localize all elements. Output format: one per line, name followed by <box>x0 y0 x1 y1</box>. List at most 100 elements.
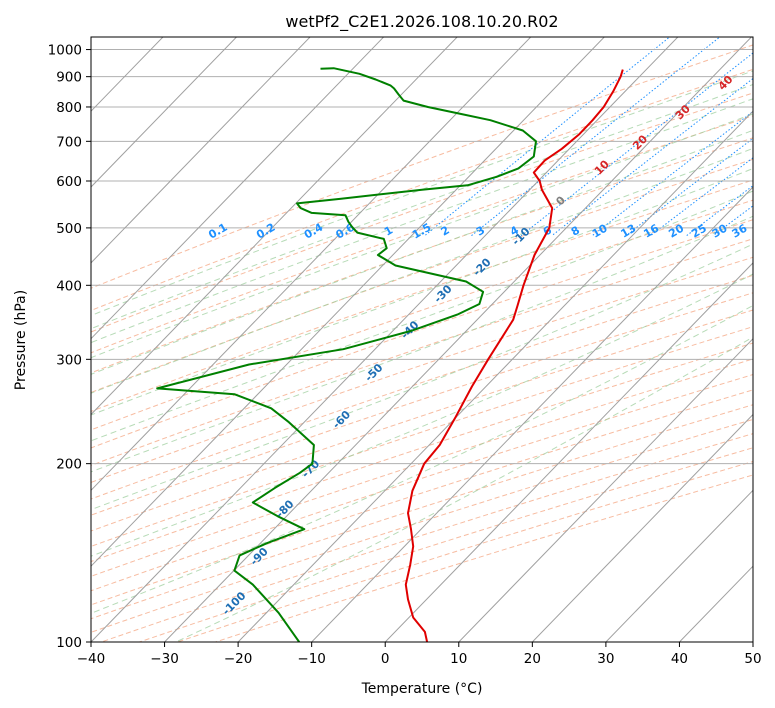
mixing-ratio-line <box>751 234 753 237</box>
mixing-ratio-line <box>712 205 753 237</box>
isotherm-label: -90 <box>248 545 271 568</box>
isotherm-line <box>752 641 753 642</box>
dry-adiabat <box>91 158 753 394</box>
mixing-ratio-line <box>424 37 671 237</box>
dry-adiabat <box>91 137 753 374</box>
y-tick-label: 100 <box>56 635 82 651</box>
moist-adiabat <box>91 190 753 442</box>
dry-adiabat <box>91 92 753 333</box>
mixing-ratio-line <box>520 52 753 237</box>
dewpoint-profile <box>156 67 537 642</box>
mixing-ratio-label: 0.1 <box>206 221 229 242</box>
mixing-ratio-label: 25 <box>689 222 709 241</box>
dry-adiabat <box>91 342 753 563</box>
x-tick-label: −40 <box>77 651 106 667</box>
mixing-ratio-line <box>650 157 753 237</box>
dry-adiabat <box>91 309 753 532</box>
x-axis-label: Temperature (°C) <box>361 681 483 697</box>
pressure-grid <box>91 49 753 642</box>
isotherm-label: -60 <box>330 408 353 431</box>
dry-adiabat <box>91 238 753 466</box>
dry-adiabat <box>91 68 753 312</box>
isotherm-label: -20 <box>470 255 493 278</box>
y-tick-label: 400 <box>56 278 82 294</box>
moist-adiabat <box>91 273 753 557</box>
x-tick-label: −10 <box>297 651 326 667</box>
x-tick-label: 20 <box>524 651 541 667</box>
x-tick-label: 30 <box>597 651 614 667</box>
mixing-ratio-label: 36 <box>730 221 750 240</box>
dry-adiabat <box>91 115 753 354</box>
y-tick-label: 600 <box>56 174 82 190</box>
isotherm-line <box>310 186 753 642</box>
x-tick-label: −30 <box>150 651 179 667</box>
mixing-ratio-label: 2 <box>439 224 452 239</box>
x-tick-label: 10 <box>450 651 467 667</box>
isotherm-line <box>531 413 753 642</box>
isotherm-line <box>237 110 753 642</box>
y-tick-label: 300 <box>56 352 82 368</box>
moist-adiabat <box>91 129 753 375</box>
x-tick-label: 50 <box>744 651 761 667</box>
plot-frame <box>90 36 754 643</box>
dry-adiabat <box>91 274 753 500</box>
sounding-series <box>156 67 624 642</box>
dry-adiabat <box>91 374 753 592</box>
moist-adiabat <box>91 167 753 416</box>
dry-adiabat <box>215 474 753 642</box>
dry-adiabat <box>101 433 753 642</box>
isotherm-line <box>384 262 753 642</box>
mixing-ratio-line <box>551 77 753 237</box>
y-tick-label: 700 <box>56 134 82 150</box>
x-tick-label: −20 <box>224 651 253 667</box>
isotherm-line <box>605 489 753 642</box>
isotherm-line <box>458 337 753 642</box>
y-axis-ticks: 100 200 300 400 500 600 700 800 900 1000 <box>48 43 91 651</box>
mixing-ratio-line <box>471 37 721 237</box>
mixing-ratio-label: 1 <box>382 224 395 239</box>
dry-adiabat <box>91 326 753 547</box>
x-tick-label: 0 <box>381 651 390 667</box>
mixing-ratio-line <box>591 110 753 237</box>
mixing-ratio-label: 3 <box>474 224 487 239</box>
chart-title: wetPf2_C2E1.2026.108.10.20.R02 <box>285 12 558 32</box>
isotherm-line <box>91 37 385 340</box>
isotherm-line <box>91 37 311 264</box>
isotherm-line <box>91 37 605 567</box>
x-axis-ticks: −40 −30 −20 −10 0 10 20 30 40 50 <box>77 642 762 667</box>
isotherm-line <box>91 37 458 416</box>
mixing-ratio-label: 20 <box>666 221 686 240</box>
isotherm-line <box>91 37 238 188</box>
mixing-ratio-label: 0.4 <box>302 220 326 241</box>
y-tick-label: 1000 <box>48 43 82 59</box>
dry-adiabat <box>91 219 753 449</box>
dry-adiabat <box>91 44 753 289</box>
y-tick-label: 800 <box>56 100 82 116</box>
dry-adiabat <box>91 292 753 516</box>
isotherm-label: 0 <box>553 193 568 208</box>
x-tick-label: 40 <box>671 651 688 667</box>
y-tick-label: 200 <box>56 457 82 473</box>
isotherm-label: -70 <box>299 457 322 480</box>
background-lines <box>91 37 753 642</box>
isotherm-line <box>91 37 532 492</box>
isotherm-lines <box>91 37 753 642</box>
dry-adiabat <box>91 389 753 606</box>
isotherm-line <box>91 37 679 642</box>
dry-adiabat <box>91 256 753 483</box>
temperature-profile <box>404 69 624 642</box>
isotherm-line <box>163 37 753 642</box>
mixing-ratio-label: 16 <box>641 221 661 240</box>
y-axis-label: Pressure (hPa) <box>13 290 29 390</box>
mixing-ratio-label: 1.5 <box>410 221 433 242</box>
isotherm-label: 10 <box>592 157 612 177</box>
isotherm-label: -80 <box>273 497 296 520</box>
mixing-ratio-label: 0.6 <box>334 220 358 241</box>
isotherm-label: 30 <box>673 102 693 122</box>
mixing-ratio-label: 0.2 <box>254 221 277 242</box>
dry-adiabat <box>91 179 753 413</box>
moist-adiabat <box>91 98 753 344</box>
dry-adiabat <box>91 418 753 633</box>
